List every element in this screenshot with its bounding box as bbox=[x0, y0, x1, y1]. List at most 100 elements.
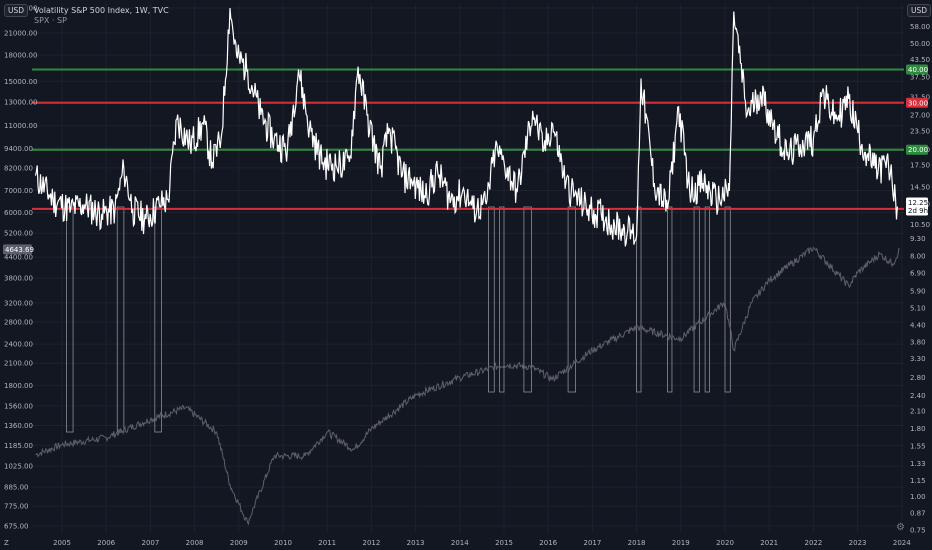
left-axis-tick: 3800.00 bbox=[4, 275, 33, 283]
marker-box bbox=[636, 206, 642, 393]
left-axis-tick: 9400.00 bbox=[4, 145, 33, 153]
left-axis-tick: 18000.00 bbox=[4, 52, 37, 60]
x-axis-tick: 2019 bbox=[672, 539, 690, 547]
right-axis-tick: 31.50 bbox=[910, 94, 930, 102]
left-axis-tick: 8200.00 bbox=[4, 164, 33, 172]
level-badge-label: 40.00 bbox=[908, 66, 928, 74]
x-axis-tick: 2020 bbox=[716, 539, 734, 547]
x-axis-tick: 2023 bbox=[849, 539, 867, 547]
level-badge-bg bbox=[906, 64, 928, 75]
x-axis-tick: 2013 bbox=[407, 539, 425, 547]
level-badge-bg bbox=[906, 97, 928, 108]
x-axis-tick: 2007 bbox=[141, 539, 159, 547]
right-axis-tick: 2.10 bbox=[910, 407, 926, 415]
x-axis-tick: 2018 bbox=[628, 539, 646, 547]
right-axis-tick: 0.87 bbox=[910, 509, 926, 517]
left-axis-tick: 4400.00 bbox=[4, 254, 33, 262]
right-axis-tick: 14.50 bbox=[910, 183, 930, 191]
left-currency-button[interactable]: USD bbox=[4, 4, 29, 17]
right-axis-tick: 58.00 bbox=[910, 23, 930, 31]
x-axis-tick: 2006 bbox=[97, 539, 115, 547]
marker-box bbox=[154, 206, 162, 433]
left-axis-tick: 885.00 bbox=[4, 484, 29, 492]
right-axis-tick: 3.80 bbox=[910, 339, 926, 347]
right-axis-tick: 23.50 bbox=[910, 128, 930, 136]
left-axis-tick: 2100.00 bbox=[4, 360, 33, 368]
marker-box bbox=[488, 206, 495, 393]
x-axis-tick: 2010 bbox=[274, 539, 292, 547]
spx-series-line bbox=[35, 246, 900, 526]
right-axis-tick: 6.90 bbox=[910, 269, 926, 277]
left-axis-tick: 6000.00 bbox=[4, 209, 33, 217]
settings-icon[interactable]: ⚙ bbox=[896, 522, 905, 533]
x-axis-tick: 2005 bbox=[53, 539, 71, 547]
right-axis-tick: 10.50 bbox=[910, 221, 930, 229]
marker-box bbox=[499, 206, 505, 393]
chart-subtitle: SPX · SP bbox=[34, 16, 67, 25]
right-axis-tick: 2.80 bbox=[910, 374, 926, 382]
left-axis-tick: 2800.00 bbox=[4, 318, 33, 326]
marker-box bbox=[704, 206, 710, 393]
last-value-badge-bg bbox=[906, 197, 928, 216]
x-axis-tick: 2022 bbox=[804, 539, 822, 547]
x-axis-tick: 2014 bbox=[451, 539, 469, 547]
level-badge-bg bbox=[906, 144, 928, 155]
right-axis-tick: 5.90 bbox=[910, 288, 926, 296]
x-axis-tick: 2017 bbox=[583, 539, 601, 547]
axis-corner-label: Z bbox=[4, 539, 9, 547]
left-axis-tick: 2400.00 bbox=[4, 341, 33, 349]
x-axis-tick: 2021 bbox=[760, 539, 778, 547]
left-last-price-badge-bg bbox=[3, 244, 32, 255]
left-last-price-label: 4643.69 bbox=[5, 246, 34, 254]
left-axis-tick: 21000.00 bbox=[4, 30, 37, 38]
right-axis-tick: 9.30 bbox=[910, 235, 926, 243]
right-axis-tick: 50.00 bbox=[910, 40, 930, 48]
right-axis-tick: 1.00 bbox=[910, 493, 926, 501]
left-axis-tick: 11000.00 bbox=[4, 122, 37, 130]
left-axis-tick: 675.00 bbox=[4, 523, 29, 531]
right-axis-tick: 1.55 bbox=[910, 442, 926, 450]
level-badge-label: 20.00 bbox=[908, 146, 928, 154]
right-axis-tick: 0.75 bbox=[910, 527, 926, 535]
left-axis-tick: 1360.00 bbox=[4, 422, 33, 430]
right-axis-tick: 37.50 bbox=[910, 73, 930, 81]
right-axis-tick: 8.00 bbox=[910, 252, 926, 260]
vix-series-line bbox=[34, 7, 898, 247]
left-axis-tick: 1025.00 bbox=[4, 463, 33, 471]
marker-box bbox=[724, 206, 731, 393]
x-axis-tick: 2024 bbox=[893, 539, 911, 547]
right-axis-tick: 27.00 bbox=[910, 111, 930, 119]
last-value-label: 12.25 bbox=[908, 199, 928, 207]
right-axis-tick: 1.33 bbox=[910, 460, 926, 468]
left-axis-tick: 1800.00 bbox=[4, 382, 33, 390]
marker-box bbox=[693, 206, 700, 393]
left-axis-tick: 7000.00 bbox=[4, 187, 33, 195]
x-axis-tick: 2016 bbox=[539, 539, 557, 547]
x-axis-tick: 2009 bbox=[230, 539, 248, 547]
level-badge-label: 30.00 bbox=[908, 99, 928, 107]
left-axis-tick: 775.00 bbox=[4, 503, 29, 511]
right-axis-tick: 1.15 bbox=[910, 477, 926, 485]
right-currency-button[interactable]: USD bbox=[907, 4, 932, 17]
left-axis-tick: 1185.00 bbox=[4, 442, 33, 450]
right-axis-tick: 5.10 bbox=[910, 304, 926, 312]
right-axis-tick: 2.40 bbox=[910, 392, 926, 400]
right-axis-tick: 1.80 bbox=[910, 425, 926, 433]
right-axis-tick: 43.50 bbox=[910, 56, 930, 64]
marker-box bbox=[523, 206, 532, 393]
chart-title: Volatility S&P 500 Index, 1W, TVC bbox=[34, 6, 169, 15]
marker-box bbox=[116, 206, 125, 433]
left-axis-tick: 13000.00 bbox=[4, 98, 37, 106]
right-axis-tick: 4.40 bbox=[910, 322, 926, 330]
right-axis-tick: 17.50 bbox=[910, 162, 930, 170]
x-axis-tick: 2011 bbox=[318, 539, 336, 547]
marker-box bbox=[567, 206, 577, 393]
x-axis-tick: 2015 bbox=[495, 539, 513, 547]
x-axis-tick: 2012 bbox=[362, 539, 380, 547]
left-axis-tick: 15000.00 bbox=[4, 78, 37, 86]
x-axis-tick: 2008 bbox=[186, 539, 204, 547]
left-axis-tick: 5200.00 bbox=[4, 230, 33, 238]
